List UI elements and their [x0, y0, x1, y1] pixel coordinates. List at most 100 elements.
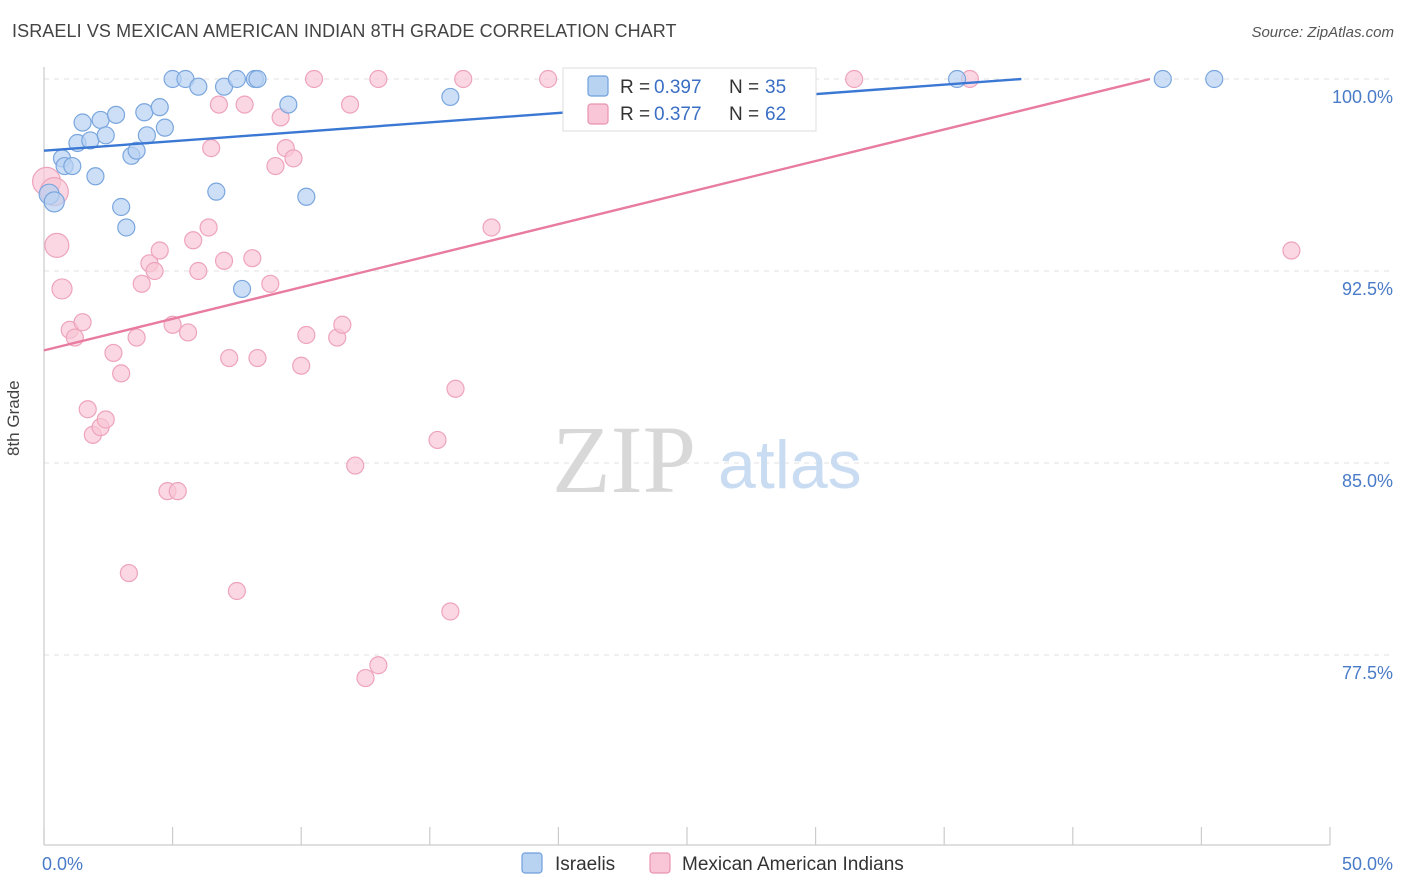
stats-n-label: N = [729, 104, 759, 125]
data-point-mexican-american-indians [51, 278, 73, 300]
data-point-mexican-american-indians [482, 218, 501, 237]
data-point-mexican-american-indians [428, 430, 447, 450]
stats-swatch-mexican-american-indians [587, 103, 609, 125]
data-point-mexican-american-indians [369, 656, 388, 675]
data-point-mexican-american-indians [446, 379, 465, 398]
data-point-israelis [106, 105, 126, 124]
data-point-israelis [137, 126, 156, 145]
data-point-mexican-american-indians [44, 232, 70, 258]
data-point-mexican-american-indians [199, 218, 218, 237]
y-tick-label: 85.0% [1342, 471, 1393, 491]
data-point-mexican-american-indians [292, 356, 311, 375]
watermark: ZIP atlas [552, 406, 862, 513]
data-point-mexican-american-indians [209, 95, 228, 114]
stats-r-label: R = [620, 77, 650, 98]
data-point-mexican-american-indians [73, 313, 92, 332]
stats-swatch-israelis [587, 75, 609, 97]
data-point-israelis [1153, 69, 1172, 89]
data-point-israelis [150, 98, 169, 117]
x-tick-label: 50.0% [1342, 854, 1393, 874]
data-point-mexican-american-indians [243, 249, 262, 268]
chart-title: ISRAELI VS MEXICAN AMERICAN INDIAN 8TH G… [12, 21, 677, 41]
data-point-mexican-american-indians [132, 274, 151, 293]
data-point-israelis [1205, 69, 1224, 89]
data-point-mexican-american-indians [235, 95, 254, 114]
data-point-mexican-american-indians [369, 69, 388, 89]
data-point-mexican-american-indians [333, 315, 352, 334]
data-point-israelis [117, 218, 136, 237]
y-tick-label: 77.5% [1342, 663, 1393, 683]
y-tick-labels: 77.5% 85.0% 92.5% 100.0% [1332, 87, 1393, 683]
x-tick-label: 0.0% [42, 854, 83, 874]
data-point-mexican-american-indians [202, 139, 221, 158]
data-point-mexican-american-indians [150, 241, 169, 260]
data-point-israelis [63, 156, 82, 176]
data-point-israelis [112, 197, 131, 217]
data-point-mexican-american-indians [119, 563, 138, 583]
data-points [31, 69, 1301, 688]
data-point-mexican-american-indians [112, 364, 131, 383]
data-point-mexican-american-indians [284, 149, 303, 168]
data-point-mexican-american-indians [184, 231, 203, 250]
stats-n-value: 62 [765, 104, 786, 125]
data-point-mexican-american-indians [356, 668, 375, 688]
x-tick-labels: 0.0% 50.0% [42, 854, 1393, 874]
legend-label-israelis: Israelis [555, 854, 615, 875]
legend-swatch-mexican-american-indians [649, 852, 671, 874]
stats-r-value: 0.397 [654, 77, 702, 98]
data-point-israelis [279, 95, 298, 114]
data-point-mexican-american-indians [178, 323, 198, 342]
data-point-israelis [91, 110, 110, 130]
axes [43, 67, 1331, 846]
watermark-zip: ZIP [552, 406, 696, 513]
y-tick-label: 92.5% [1342, 279, 1393, 299]
stats-r-value: 0.377 [654, 104, 702, 125]
data-point-israelis [43, 191, 65, 213]
data-point-mexican-american-indians [304, 69, 324, 89]
data-point-mexican-american-indians [539, 69, 558, 89]
trend-line-israelis [43, 77, 1022, 152]
data-point-mexican-american-indians [145, 261, 164, 281]
data-point-israelis [135, 103, 154, 122]
watermark-atlas: atlas [718, 427, 862, 503]
source-label[interactable]: Source: ZipAtlas.com [1251, 24, 1394, 41]
legend-item-israelis[interactable]: Israelis [521, 852, 615, 875]
stats-n-label: N = [729, 77, 759, 98]
data-point-israelis [189, 77, 208, 96]
data-point-mexican-american-indians [104, 343, 123, 363]
data-point-mexican-american-indians [189, 261, 208, 281]
data-point-mexican-american-indians [78, 400, 97, 419]
legend-swatch-israelis [521, 852, 543, 874]
stats-box: R = 0.397 N = 35 R = 0.377 N = 62 [562, 67, 817, 132]
trend-line-mexican-american-indians [43, 77, 1151, 352]
data-point-israelis [207, 182, 226, 201]
data-point-israelis [127, 141, 146, 160]
data-point-israelis [232, 279, 252, 299]
data-point-mexican-american-indians [1282, 241, 1301, 260]
gridlines [44, 78, 1392, 656]
data-point-israelis [227, 69, 246, 89]
data-point-mexican-american-indians [227, 581, 246, 601]
data-point-mexican-american-indians [297, 325, 316, 345]
stats-r-label: R = [620, 104, 650, 125]
stats-n-value: 35 [765, 77, 786, 98]
data-point-israelis [155, 118, 174, 137]
data-point-israelis [86, 167, 105, 186]
data-point-mexican-american-indians [96, 410, 115, 429]
data-point-mexican-american-indians [346, 456, 365, 475]
data-point-israelis [248, 69, 267, 89]
data-point-mexican-american-indians [127, 328, 146, 347]
data-point-mexican-american-indians [214, 251, 234, 270]
data-point-israelis [441, 87, 460, 107]
legend-item-mexican-american-indians[interactable]: Mexican American Indians [649, 852, 904, 875]
y-tick-label: 100.0% [1332, 87, 1393, 107]
data-point-mexican-american-indians [266, 156, 285, 176]
data-point-mexican-american-indians [441, 602, 460, 621]
data-point-mexican-american-indians [454, 69, 473, 89]
data-point-israelis [297, 187, 316, 206]
data-point-mexican-american-indians [261, 274, 280, 293]
trend-lines [43, 77, 1151, 352]
data-point-mexican-american-indians [845, 69, 864, 89]
data-point-mexican-american-indians [168, 482, 187, 501]
